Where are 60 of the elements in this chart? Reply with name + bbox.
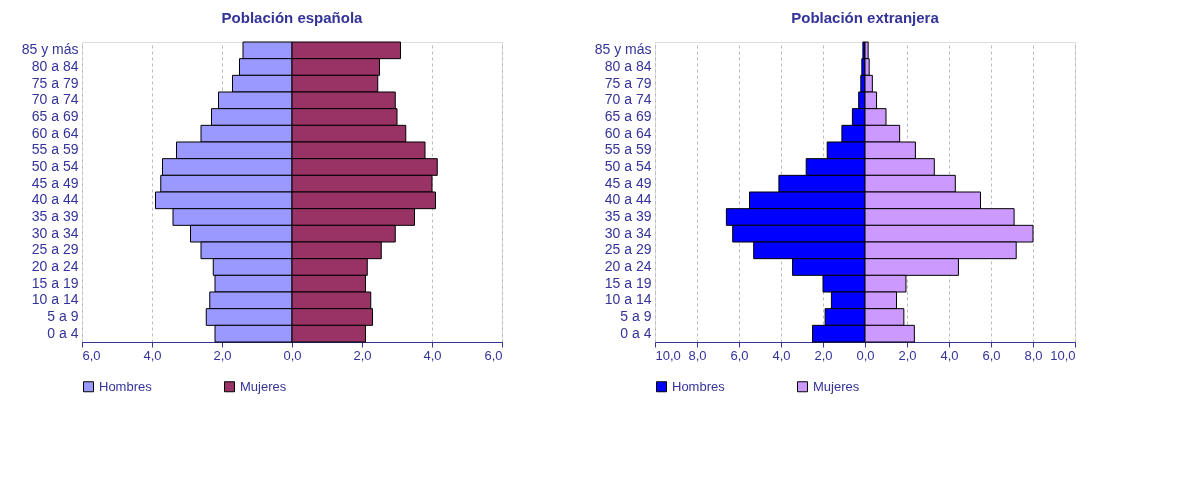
- y-tick-label: 80 a 84: [604, 58, 652, 74]
- x-tick-label: 2,0: [898, 347, 917, 363]
- x-tick-label: 6,0: [484, 347, 503, 363]
- y-tick-label: 70 a 74: [31, 91, 79, 108]
- y-tick-label: 65 a 69: [31, 108, 79, 124]
- y-tick-label: 10 a 14: [31, 291, 79, 308]
- legend-label: Hombres: [99, 378, 153, 394]
- y-tick-label: 25 a 29: [31, 241, 79, 258]
- y-tick-label: 55 a 59: [604, 141, 652, 158]
- x-tick-label: 0,0: [283, 347, 302, 363]
- legend-label: Mujeres: [813, 378, 860, 394]
- x-tick-label: 4,0: [772, 347, 791, 363]
- x-tick-label: 2,0: [353, 347, 372, 363]
- y-tick-label: 60 a 64: [31, 124, 79, 141]
- y-tick-label: 40 a 44: [604, 191, 652, 208]
- chart-title: Población española: [221, 8, 364, 26]
- y-tick-label: 0 a 4: [620, 324, 652, 341]
- x-tick-label: 10,0: [1050, 347, 1076, 363]
- y-tick-label: 65 a 69: [604, 108, 652, 124]
- legend-label: Hombres: [672, 378, 726, 394]
- y-tick-label: 35 a 39: [31, 208, 79, 224]
- y-tick-label: 0 a 4: [47, 324, 79, 341]
- y-tick-label: 85 y más: [21, 41, 79, 58]
- y-tick-label: 20 a 24: [604, 258, 652, 274]
- x-tick-label: 4,0: [143, 347, 162, 363]
- y-tick-label: 20 a 24: [31, 258, 79, 274]
- y-tick-label: 40 a 44: [31, 191, 79, 208]
- x-tick-label: 2,0: [814, 347, 833, 363]
- y-tick-label: 45 a 49: [604, 174, 652, 191]
- y-tick-label: 80 a 84: [31, 58, 79, 74]
- x-tick-label: 6,0: [982, 347, 1001, 363]
- y-tick-label: 75 a 79: [604, 74, 652, 91]
- y-tick-label: 50 a 54: [31, 158, 79, 174]
- y-tick-label: 55 a 59: [31, 141, 79, 158]
- y-tick-label: 60 a 64: [604, 124, 652, 141]
- x-tick-label: 8,0: [688, 347, 707, 363]
- x-tick-label: 4,0: [940, 347, 959, 363]
- y-tick-label: 25 a 29: [604, 241, 652, 258]
- y-tick-label: 35 a 39: [604, 208, 652, 224]
- y-tick-label: 70 a 74: [604, 91, 652, 108]
- x-tick-label: 4,0: [423, 347, 442, 363]
- x-tick-label: 0,0: [856, 347, 875, 363]
- y-tick-label: 15 a 19: [31, 274, 79, 291]
- y-tick-label: 5 a 9: [620, 308, 652, 324]
- x-tick-label: 6,0: [82, 347, 101, 363]
- x-tick-label: 2,0: [213, 347, 232, 363]
- y-tick-label: 45 a 49: [31, 174, 79, 191]
- y-tick-label: 75 a 79: [31, 74, 79, 91]
- x-tick-label: 8,0: [1024, 347, 1043, 363]
- y-tick-label: 50 a 54: [604, 158, 652, 174]
- y-tick-label: 10 a 14: [604, 291, 652, 308]
- chart-title: Población extranjera: [791, 8, 940, 26]
- y-tick-label: 5 a 9: [47, 308, 79, 324]
- y-tick-label: 30 a 34: [31, 224, 79, 241]
- y-tick-label: 30 a 34: [604, 224, 652, 241]
- y-tick-label: 15 a 19: [604, 274, 652, 291]
- y-tick-label: 85 y más: [594, 41, 652, 58]
- x-tick-label: 6,0: [730, 347, 749, 363]
- x-tick-label: 10,0: [655, 347, 681, 363]
- legend-label: Mujeres: [240, 378, 287, 394]
